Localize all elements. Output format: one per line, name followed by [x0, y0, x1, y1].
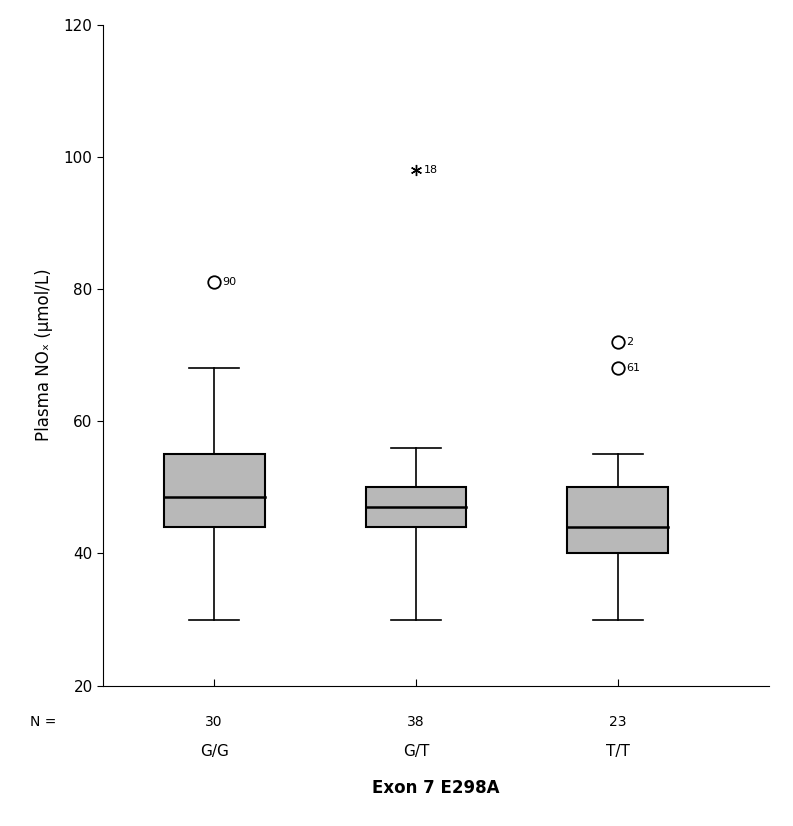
Text: G/T: G/T: [403, 744, 429, 759]
Bar: [163, 454, 265, 527]
Bar: [567, 487, 668, 553]
Bar: [366, 487, 466, 527]
Text: N =: N =: [30, 715, 56, 729]
Text: G/G: G/G: [200, 744, 228, 759]
Y-axis label: Plasma NOₓ (μmol/L): Plasma NOₓ (μmol/L): [35, 269, 52, 441]
Text: 90: 90: [222, 278, 236, 287]
Text: 30: 30: [205, 715, 223, 729]
Text: 38: 38: [407, 715, 425, 729]
Text: 23: 23: [609, 715, 626, 729]
Text: 2: 2: [626, 337, 633, 347]
Text: Exon 7 E298A: Exon 7 E298A: [373, 779, 500, 797]
Text: 18: 18: [424, 165, 439, 175]
Text: T/T: T/T: [606, 744, 630, 759]
Text: 61: 61: [626, 363, 640, 373]
